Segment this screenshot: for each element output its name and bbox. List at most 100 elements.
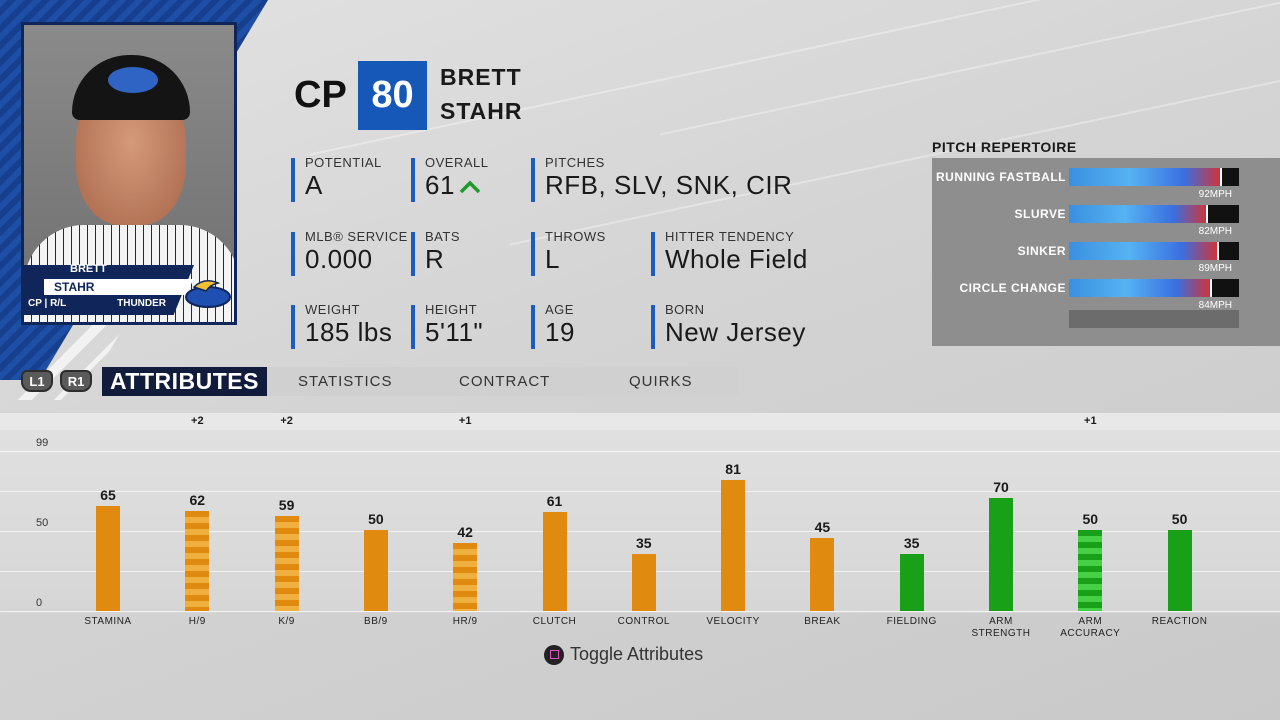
attribute-label: CLUTCH	[532, 616, 577, 627]
y-tick-50: 50	[36, 517, 49, 529]
field-label: WEIGHT	[305, 302, 360, 317]
player-card: BRETT STAHR CP | R/L THUNDER	[21, 22, 237, 325]
attribute-value: 81	[725, 461, 741, 478]
attribute-bar	[631, 554, 656, 611]
field-label: HITTER TENDENCY	[665, 229, 795, 244]
field-label: THROWS	[545, 229, 606, 244]
field-value: 0.000	[305, 244, 373, 274]
field-pitches: PITCHES RFB, SLV, SNK, CIR	[531, 155, 793, 202]
toggle-attributes-label: Toggle Attributes	[570, 644, 704, 664]
field-value: 19	[545, 317, 575, 347]
attribute-value: 50	[1171, 511, 1188, 528]
field-value: R	[425, 244, 445, 274]
field-value: New Jersey	[665, 317, 806, 347]
field-height: HEIGHT 5'11"	[411, 303, 484, 349]
pitch-speed-label: 84MPH	[1198, 300, 1232, 311]
player-first-name: BRETT	[440, 64, 522, 90]
attribute-bar	[453, 543, 478, 611]
pitch-row: RUNNING FASTBALL 92MPH	[932, 163, 1280, 200]
tab-statistics[interactable]: STATISTICS	[298, 373, 393, 390]
pitch-speed-marker	[1220, 168, 1222, 186]
toggle-attributes-hint[interactable]: Toggle Attributes	[544, 644, 703, 665]
attribute-bar	[989, 497, 1013, 611]
card-first-name: BRETT	[70, 263, 107, 275]
y-tick-99: 99	[36, 437, 49, 449]
field-label: BORN	[665, 302, 705, 317]
l1-button-icon[interactable]: L1	[21, 370, 53, 392]
card-team: THUNDER	[117, 298, 166, 309]
pitch-row: CIRCLE CHANGE 84MPH	[932, 274, 1280, 311]
attribute-label: K/9	[278, 616, 295, 627]
card-position-hand: CP | R/L	[28, 298, 67, 309]
pitch-speed-marker	[1206, 205, 1209, 223]
pitch-repertoire-panel: RUNNING FASTBALL 92MPH SLURVE 82MPH SINKER 89…	[932, 158, 1280, 346]
gridline-99	[0, 451, 1280, 452]
pitch-speed-label: 89MPH	[1198, 263, 1232, 274]
tab-attributes[interactable]: ATTRIBUTES	[102, 367, 267, 396]
attribute-boost: +2	[191, 415, 204, 427]
gridline	[0, 491, 1280, 492]
attribute-boost: +2	[280, 415, 293, 427]
attribute-label-line: ARM	[989, 616, 1013, 627]
field-service: MLB® SERVICE 0.000	[291, 229, 408, 276]
attribute-value: 50	[1082, 511, 1099, 528]
attribute-label: ARM ACCURACY	[1045, 616, 1135, 640]
pitch-speed-marker	[1209, 279, 1212, 297]
attribute-value: 45	[814, 519, 831, 536]
pitch-speed-label: 82MPH	[1198, 226, 1232, 237]
attribute-bar	[899, 554, 924, 611]
field-age: AGE 19	[531, 303, 575, 349]
attribute-value: 65	[100, 486, 116, 503]
empty-pitch-slot	[1069, 310, 1239, 328]
square-button-icon	[544, 644, 564, 665]
field-value: 5'11"	[425, 317, 484, 347]
field-value: Whole Field	[665, 244, 808, 274]
field-throws: THROWS L	[531, 229, 606, 276]
pitch-repertoire-title: PITCH REPERTOIRE	[932, 139, 1077, 155]
card-info-line: CP | R/L THUNDER	[24, 298, 170, 314]
attribute-value: 70	[993, 478, 1009, 495]
attribute-label: CONTROL	[617, 616, 670, 627]
pitch-speed-bar	[1069, 168, 1239, 186]
attribute-label: FIELDING	[886, 616, 937, 627]
attribute-label: ARM STRENGTH	[956, 616, 1046, 640]
pitch-name: CIRCLE CHANGE	[959, 281, 1066, 295]
field-label: MLB® SERVICE	[305, 229, 408, 244]
pitch-speed-fill	[1069, 205, 1209, 223]
cap-logo-icon	[108, 67, 158, 93]
tab-quirks[interactable]: QUIRKS	[629, 373, 693, 390]
attribute-bar	[542, 512, 567, 611]
attribute-label: REACTION	[1151, 616, 1208, 627]
pitch-speed-marker	[1216, 242, 1219, 260]
attribute-value: 35	[903, 535, 920, 552]
boost-row	[0, 413, 1280, 430]
field-bats: BATS R	[411, 229, 460, 276]
pitch-row: SINKER 89MPH	[932, 237, 1280, 274]
field-label: OVERALL	[425, 155, 489, 170]
pitch-name: RUNNING FASTBALL	[936, 170, 1066, 184]
field-value: L	[545, 244, 560, 274]
overall-rating-badge: 80	[358, 61, 427, 130]
field-value: RFB, SLV, SNK, CIR	[545, 170, 793, 200]
attribute-boost: +1	[458, 415, 472, 427]
pitch-speed-bar	[1069, 279, 1239, 297]
attribute-label-line: STRENGTH	[971, 628, 1031, 639]
tab-contract[interactable]: CONTRACT	[459, 373, 551, 390]
attribute-bar	[1167, 530, 1192, 611]
field-label: PITCHES	[545, 155, 605, 170]
field-label: POTENTIAL	[305, 155, 382, 170]
field-hitter-tendency: HITTER TENDENCY Whole Field	[651, 229, 808, 276]
player-last-name: STAHR	[440, 98, 523, 124]
pitch-speed-fill	[1069, 168, 1222, 186]
field-born: BORN New Jersey	[651, 302, 806, 349]
field-value: 185 lbs	[305, 317, 393, 347]
field-label: BATS	[425, 229, 460, 244]
field-overall: OVERALL 61	[411, 155, 489, 202]
attribute-boost: +1	[1084, 415, 1097, 427]
attribute-bar	[810, 538, 835, 611]
attribute-value: 62	[189, 491, 206, 508]
r1-button-icon[interactable]: R1	[60, 370, 92, 392]
attribute-label: VELOCITY	[706, 616, 760, 627]
field-potential: POTENTIAL A	[291, 155, 382, 202]
pitch-speed-bar	[1069, 242, 1239, 260]
